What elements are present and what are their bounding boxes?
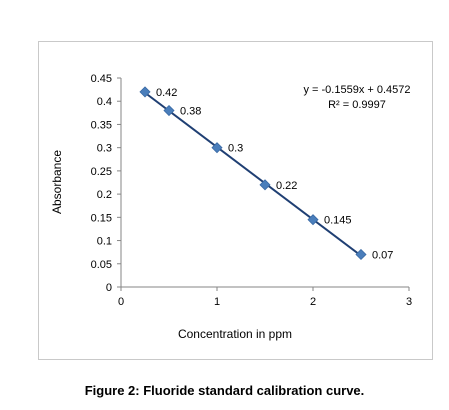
data-label: 0.42: [156, 87, 177, 99]
y-tick-label: 0.35: [91, 119, 112, 131]
trendline: [144, 91, 362, 257]
y-ticks: 0 0.05 0.1 0.15 0.2 0.25 0.3 0.35 0.4 0.45: [91, 73, 121, 294]
data-point: [163, 104, 175, 117]
y-tick-label: 0.1: [97, 236, 112, 248]
data-label: 0.38: [180, 106, 201, 118]
data-point: [307, 214, 319, 226]
x-ticks: 0 1 2 3: [118, 287, 412, 308]
calibration-chart: 0 0.05 0.1 0.15 0.2 0.25 0.3 0.35 0.4 0.45 0 1 2 3 0…: [50, 73, 412, 341]
x-axis-title: Concentration in ppm: [178, 327, 292, 341]
y-tick-label: 0: [106, 282, 112, 294]
y-tick-label: 0.4: [97, 96, 112, 108]
trendline-equation: y = -0.1559x + 0.4572: [303, 84, 410, 96]
data-point: [259, 179, 271, 191]
data-point: [139, 86, 151, 98]
data-label: 0.145: [324, 215, 352, 227]
axes: [120, 78, 409, 288]
x-tick-label: 1: [214, 296, 220, 308]
figure-caption: Figure 2: Fluoride standard calibration …: [84, 383, 365, 398]
data-labels: 0.420.38 0.3 0.22 0.145 0.07: [156, 87, 393, 262]
y-tick-label: 0.2: [97, 189, 112, 201]
x-tick-label: 0: [118, 296, 124, 308]
data-point: [355, 248, 367, 261]
data-points: [139, 86, 367, 261]
trendline-group: [144, 91, 362, 257]
y-axis-title: Absorbance: [50, 150, 64, 214]
r-squared-label: R² = 0.9997: [328, 99, 386, 111]
data-label: 0.22: [276, 180, 297, 192]
y-tick-label: 0.3: [97, 143, 112, 155]
y-tick-label: 0.25: [91, 166, 112, 178]
data-label: 0.3: [228, 143, 243, 155]
x-tick-label: 2: [310, 296, 316, 308]
y-tick-label: 0.45: [91, 73, 112, 85]
data-label: 0.07: [372, 249, 393, 261]
chart-frame: 0 0.05 0.1 0.15 0.2 0.25 0.3 0.35 0.4 0.45 0 1 2 3 0…: [38, 41, 433, 360]
x-tick-label: 3: [406, 296, 412, 308]
y-tick-label: 0.05: [91, 259, 112, 271]
y-tick-label: 0.15: [91, 212, 112, 224]
data-point: [211, 142, 223, 154]
